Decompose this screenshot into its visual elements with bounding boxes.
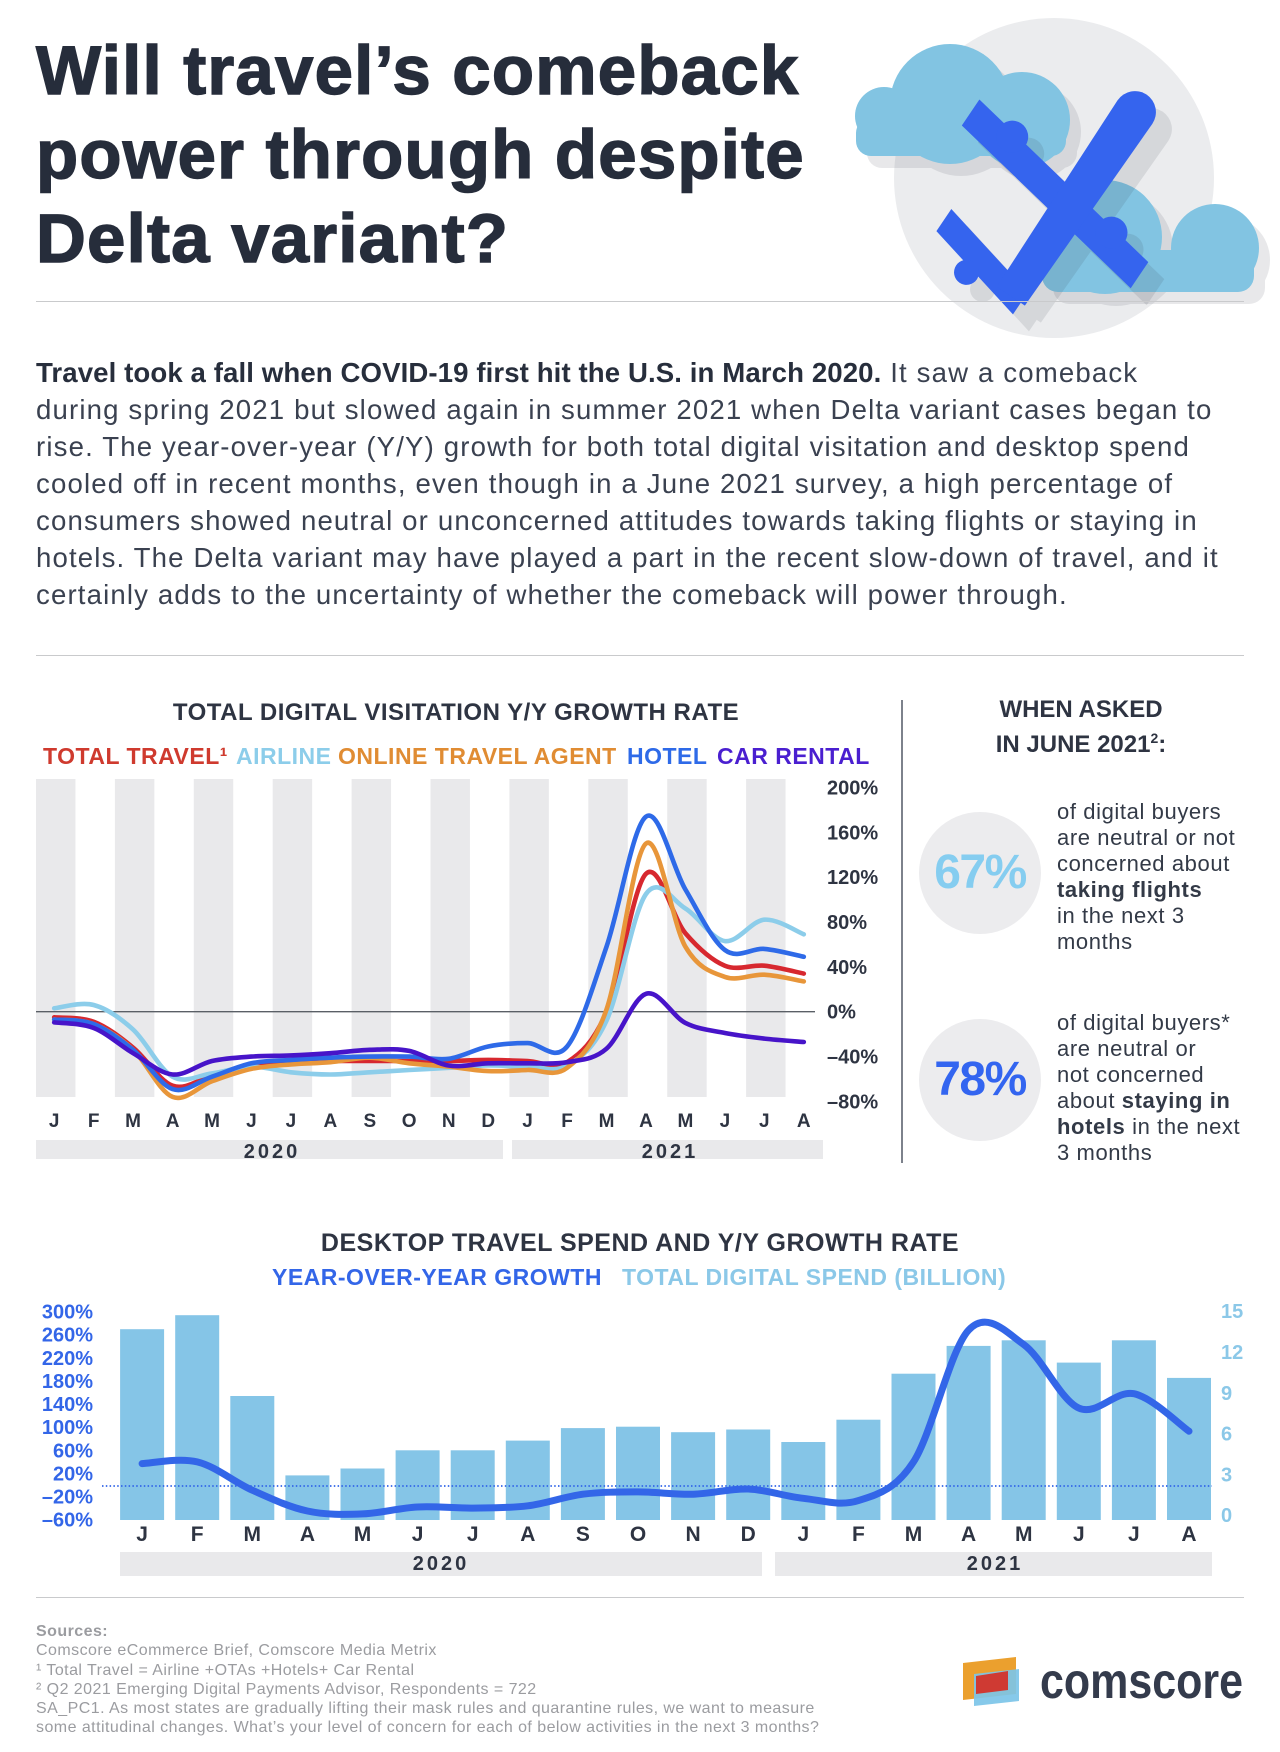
- svg-text:D: D: [481, 1111, 495, 1132]
- svg-text:A: A: [961, 1523, 976, 1546]
- svg-text:S: S: [363, 1111, 376, 1132]
- svg-text:F: F: [191, 1523, 204, 1546]
- svg-text:F: F: [88, 1111, 100, 1132]
- svg-text:M: M: [1015, 1523, 1033, 1546]
- svg-text:6: 6: [1221, 1424, 1232, 1446]
- svg-text:M: M: [244, 1523, 262, 1546]
- svg-text:D: D: [741, 1523, 756, 1546]
- svg-text:260%: 260%: [42, 1325, 93, 1347]
- svg-text:ONLINE TRAVEL AGENT: ONLINE TRAVEL AGENT: [338, 743, 617, 769]
- svg-text:F: F: [561, 1111, 573, 1132]
- svg-text:2021: 2021: [967, 1553, 1024, 1575]
- svg-text:60%: 60%: [53, 1440, 93, 1462]
- svg-text:A: A: [324, 1111, 338, 1132]
- svg-text:–60%: –60%: [42, 1510, 93, 1532]
- svg-text:comscore: comscore: [1040, 1653, 1243, 1709]
- svg-text:200%: 200%: [827, 777, 878, 799]
- svg-text:DESKTOP TRAVEL SPEND AND Y/Y G: DESKTOP TRAVEL SPEND AND Y/Y GROWTH RATE: [321, 1229, 959, 1257]
- svg-text:J: J: [522, 1111, 533, 1132]
- svg-text:9: 9: [1221, 1383, 1232, 1405]
- svg-text:TOTAL TRAVEL¹: TOTAL TRAVEL¹: [43, 743, 228, 769]
- svg-text:80%: 80%: [827, 912, 867, 934]
- svg-text:N: N: [686, 1523, 701, 1546]
- svg-text:J: J: [797, 1523, 809, 1546]
- svg-text:F: F: [852, 1523, 865, 1546]
- svg-text:140%: 140%: [42, 1394, 93, 1416]
- svg-text:160%: 160%: [827, 822, 878, 844]
- svg-text:20%: 20%: [53, 1463, 93, 1485]
- svg-text:J: J: [1073, 1523, 1085, 1546]
- svg-text:TOTAL DIGITAL SPEND (BILLION): TOTAL DIGITAL SPEND (BILLION): [622, 1264, 1006, 1290]
- svg-text:O: O: [402, 1111, 417, 1132]
- svg-text:J: J: [412, 1523, 424, 1546]
- svg-text:A: A: [300, 1523, 315, 1546]
- svg-text:A: A: [166, 1111, 180, 1132]
- svg-text:A: A: [520, 1523, 535, 1546]
- svg-text:A: A: [797, 1111, 811, 1132]
- svg-text:J: J: [136, 1523, 148, 1546]
- svg-text:0: 0: [1221, 1505, 1232, 1527]
- svg-text:12: 12: [1221, 1342, 1243, 1364]
- svg-text:0%: 0%: [827, 1002, 856, 1024]
- svg-text:YEAR-OVER-YEAR GROWTH: YEAR-OVER-YEAR GROWTH: [272, 1264, 602, 1290]
- svg-text:J: J: [1128, 1523, 1140, 1546]
- svg-text:M: M: [204, 1111, 220, 1132]
- svg-text:–20%: –20%: [42, 1487, 93, 1509]
- svg-text:J: J: [246, 1111, 257, 1132]
- svg-text:M: M: [905, 1523, 923, 1546]
- svg-text:J: J: [49, 1111, 60, 1132]
- svg-text:J: J: [286, 1111, 297, 1132]
- svg-text:220%: 220%: [42, 1348, 93, 1370]
- svg-text:J: J: [759, 1111, 770, 1132]
- svg-text:J: J: [467, 1523, 479, 1546]
- svg-text:M: M: [599, 1111, 615, 1132]
- svg-text:HOTEL: HOTEL: [627, 743, 707, 769]
- svg-text:O: O: [630, 1523, 646, 1546]
- svg-text:–40%: –40%: [827, 1047, 878, 1069]
- svg-text:300%: 300%: [42, 1302, 93, 1324]
- svg-text:–80%: –80%: [827, 1091, 878, 1113]
- svg-text:180%: 180%: [42, 1371, 93, 1393]
- svg-text:2021: 2021: [642, 1141, 699, 1163]
- svg-text:S: S: [576, 1523, 590, 1546]
- svg-text:100%: 100%: [42, 1417, 93, 1439]
- svg-text:M: M: [125, 1111, 141, 1132]
- svg-text:120%: 120%: [827, 867, 878, 889]
- svg-text:AIRLINE: AIRLINE: [236, 743, 332, 769]
- svg-text:3: 3: [1221, 1464, 1232, 1486]
- svg-text:A: A: [1181, 1523, 1196, 1546]
- svg-text:M: M: [677, 1111, 693, 1132]
- svg-text:2020: 2020: [413, 1553, 470, 1575]
- svg-text:M: M: [354, 1523, 372, 1546]
- svg-text:40%: 40%: [827, 957, 867, 979]
- svg-text:N: N: [442, 1111, 456, 1132]
- svg-text:2020: 2020: [244, 1141, 301, 1163]
- svg-text:A: A: [639, 1111, 653, 1132]
- svg-text:CAR RENTAL: CAR RENTAL: [717, 743, 870, 769]
- svg-text:TOTAL DIGITAL VISITATION Y/Y G: TOTAL DIGITAL VISITATION Y/Y GROWTH RATE: [173, 699, 739, 726]
- svg-text:J: J: [720, 1111, 731, 1132]
- svg-text:15: 15: [1221, 1301, 1243, 1323]
